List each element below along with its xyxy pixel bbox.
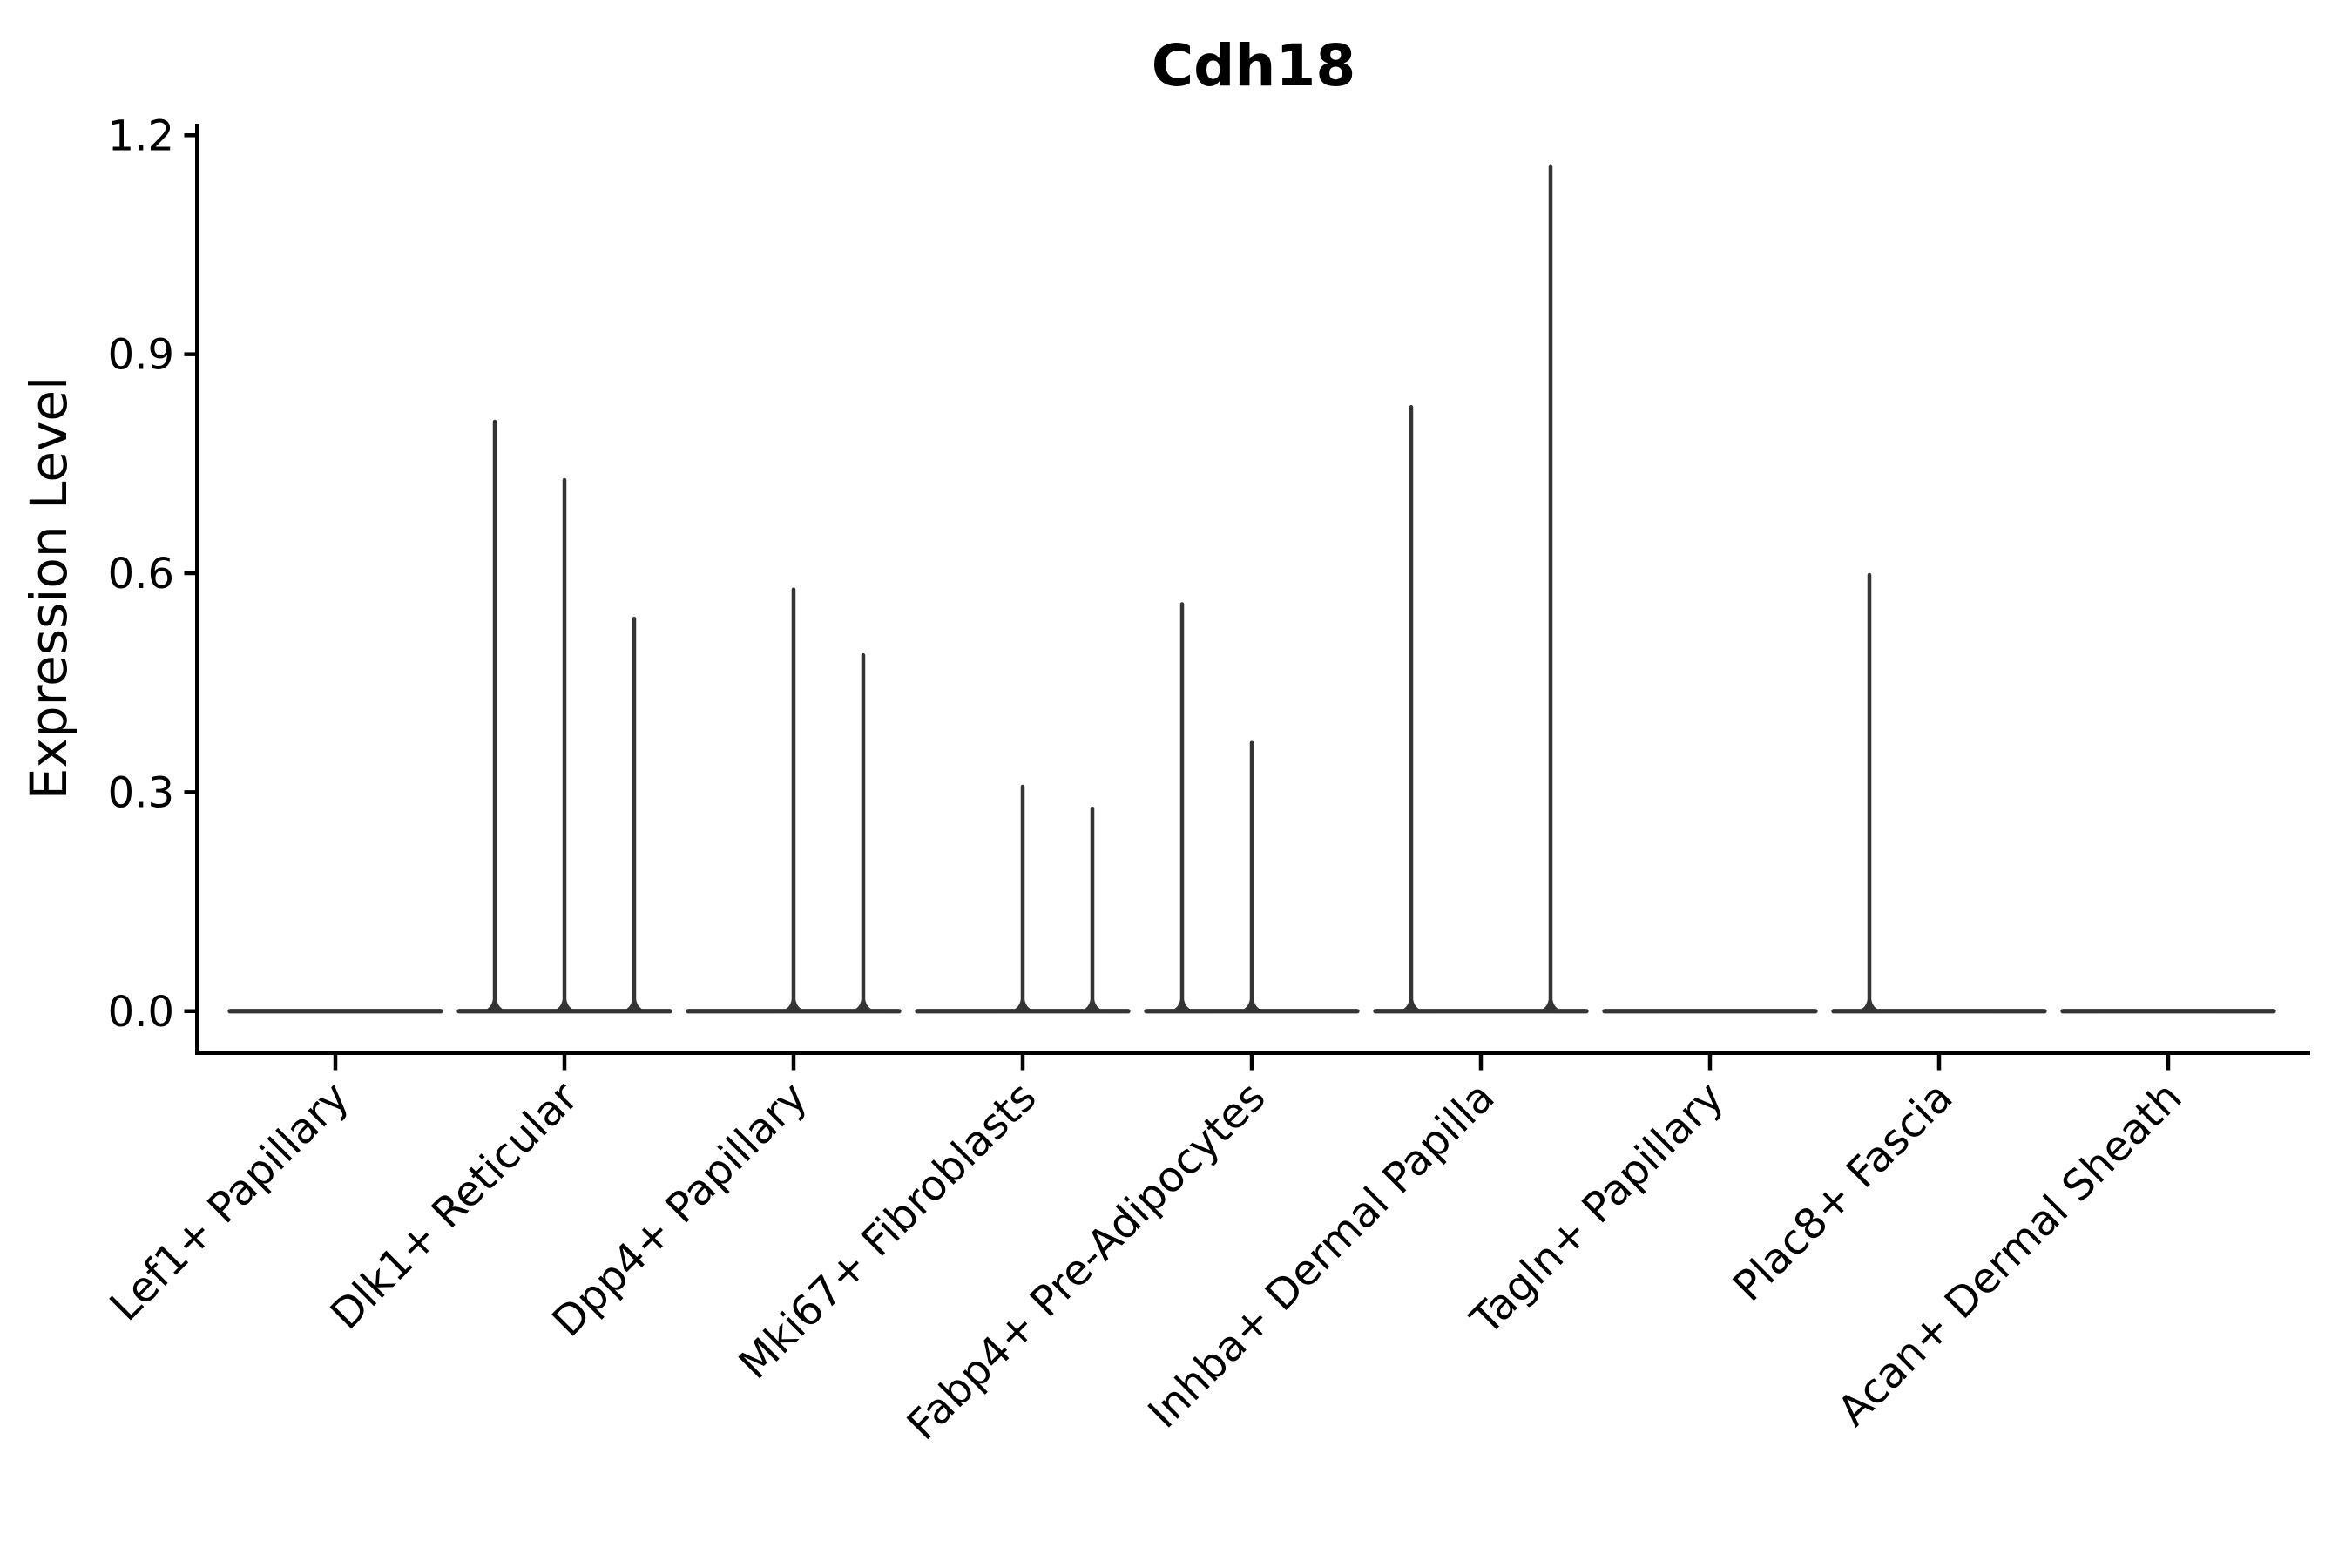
violin-spike-flare xyxy=(783,999,804,1010)
chart-title: Cdh18 xyxy=(1152,32,1356,99)
violin-spike-flare xyxy=(1012,999,1033,1010)
violin-spike-flare xyxy=(624,999,645,1010)
violins xyxy=(227,164,2276,1014)
violin-spike-flare xyxy=(1082,999,1103,1010)
axes xyxy=(184,124,2310,1071)
y-tick-label: 0.0 xyxy=(108,988,174,1037)
x-category-label: Plac8+ Fascia xyxy=(1724,1072,1963,1311)
x-category-label: Lef1+ Papillary xyxy=(101,1072,359,1330)
violin-spike-flare xyxy=(853,999,874,1010)
y-tick-label: 0.3 xyxy=(108,768,174,817)
violin-spike-flare xyxy=(1540,999,1561,1010)
x-category-label: Tagln+ Papillary xyxy=(1461,1072,1733,1344)
x-category-label: Dlk1+ Reticular xyxy=(321,1072,588,1339)
x-category-label: Dpp4+ Papillary xyxy=(543,1072,816,1346)
violin-spike-flare xyxy=(1401,999,1422,1010)
y-tick-label: 1.2 xyxy=(108,112,174,160)
y-axis-label: Expression Level xyxy=(19,376,78,800)
violin-spike-flare xyxy=(554,999,575,1010)
violin-spike-flare xyxy=(1241,999,1262,1010)
y-tick-label: 0.9 xyxy=(108,331,174,380)
violin-spike-flare xyxy=(484,999,505,1010)
violin-spike-flare xyxy=(1859,999,1880,1010)
y-tick-label: 0.6 xyxy=(108,550,174,598)
violin-spike-flare xyxy=(1172,999,1193,1010)
